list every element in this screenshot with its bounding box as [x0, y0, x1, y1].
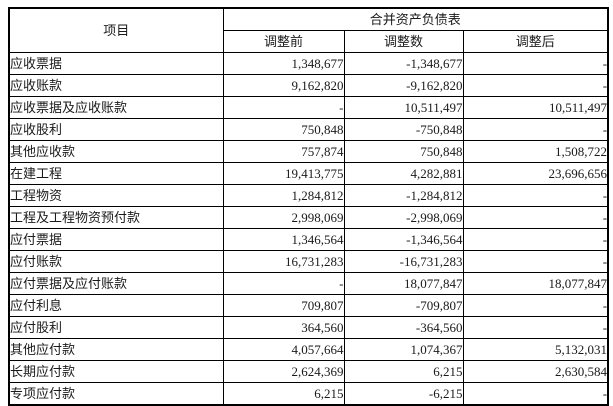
- after-cell: -: [462, 206, 609, 229]
- item-cell: 长期应付款: [8, 360, 224, 383]
- before-cell: 757,874: [222, 140, 345, 163]
- before-cell: 750,848: [222, 118, 345, 141]
- after-cell: -: [462, 74, 609, 97]
- item-cell: 工程物资: [8, 184, 224, 207]
- table-row: 在建工程 19,413,775 4,282,881 23,696,656: [8, 162, 609, 185]
- before-cell: 1,284,812: [222, 184, 345, 207]
- after-cell: 5,132,031: [462, 338, 609, 361]
- item-cell: 应付票据及应付账款: [8, 272, 224, 295]
- table-row: 应付账款 16,731,283 -16,731,283 -: [8, 250, 609, 273]
- after-cell: -: [462, 294, 609, 317]
- table-row: 其他应付款 4,057,664 1,074,367 5,132,031: [8, 338, 609, 361]
- item-cell: 其他应付款: [8, 338, 224, 361]
- table-row: 专项应付款 6,215 -6,215 -: [8, 382, 609, 406]
- before-cell: 2,998,069: [222, 206, 345, 229]
- after-cell: -: [462, 382, 609, 406]
- item-cell: 应收股利: [8, 118, 224, 141]
- table-row: 应收账款 9,162,820 -9,162,820 -: [8, 74, 609, 97]
- adjustment-cell: -2,998,069: [343, 206, 464, 229]
- before-cell: 364,560: [222, 316, 345, 339]
- item-cell: 应付票据: [8, 228, 224, 251]
- table-row: 其他应收款 757,874 750,848 1,508,722: [8, 140, 609, 163]
- adjustment-cell: -9,162,820: [343, 74, 464, 97]
- header-before-column: 调整前: [222, 30, 345, 53]
- adjustment-cell: 1,074,367: [343, 338, 464, 361]
- table-row: 应收票据 1,348,677 -1,348,677 -: [8, 52, 609, 75]
- adjustment-cell: 750,848: [343, 140, 464, 163]
- before-cell: 9,162,820: [222, 74, 345, 97]
- adjustment-cell: -6,215: [343, 382, 464, 406]
- table-body: 应收票据 1,348,677 -1,348,677 - 应收账款 9,162,8…: [8, 52, 609, 406]
- adjustment-cell: -364,560: [343, 316, 464, 339]
- after-cell: -: [462, 250, 609, 273]
- after-cell: 10,511,497: [462, 96, 609, 119]
- before-cell: -: [222, 96, 345, 119]
- adjustment-cell: 18,077,847: [343, 272, 464, 295]
- table-row: 应付股利 364,560 -364,560 -: [8, 316, 609, 339]
- before-cell: 6,215: [222, 382, 345, 406]
- before-cell: 1,348,677: [222, 52, 345, 75]
- before-cell: 4,057,664: [222, 338, 345, 361]
- adjustment-cell: 10,511,497: [343, 96, 464, 119]
- table-row: 应付票据 1,346,564 -1,346,564 -: [8, 228, 609, 251]
- header-adjustment-column: 调整数: [343, 30, 464, 53]
- table-row: 长期应付款 2,624,369 6,215 2,630,584: [8, 360, 609, 383]
- after-cell: -: [462, 316, 609, 339]
- item-cell: 应收票据及应收账款: [8, 96, 224, 119]
- after-cell: 23,696,656: [462, 162, 609, 185]
- table-row: 应收票据及应收账款 - 10,511,497 10,511,497: [8, 96, 609, 119]
- adjustment-cell: -750,848: [343, 118, 464, 141]
- adjustment-cell: -1,284,812: [343, 184, 464, 207]
- after-cell: -: [462, 228, 609, 251]
- header-group-column: 合并资产负债表: [222, 7, 609, 31]
- item-cell: 应收票据: [8, 52, 224, 75]
- item-cell: 其他应收款: [8, 140, 224, 163]
- after-cell: -: [462, 52, 609, 75]
- item-cell: 应付账款: [8, 250, 224, 273]
- adjustment-cell: -1,348,677: [343, 52, 464, 75]
- before-cell: 709,807: [222, 294, 345, 317]
- before-cell: 2,624,369: [222, 360, 345, 383]
- before-cell: 19,413,775: [222, 162, 345, 185]
- item-cell: 专项应付款: [8, 382, 224, 406]
- item-cell: 在建工程: [8, 162, 224, 185]
- before-cell: -: [222, 272, 345, 295]
- header-after-column: 调整后: [462, 30, 609, 53]
- table-header: 项目 合并资产负债表 调整前 调整数 调整后: [8, 7, 609, 53]
- header-item-column: 项目: [8, 7, 224, 53]
- table-row: 工程物资 1,284,812 -1,284,812 -: [8, 184, 609, 207]
- after-cell: 2,630,584: [462, 360, 609, 383]
- table-row: 应付票据及应付账款 - 18,077,847 18,077,847: [8, 272, 609, 295]
- before-cell: 1,346,564: [222, 228, 345, 251]
- item-cell: 应付利息: [8, 294, 224, 317]
- after-cell: 18,077,847: [462, 272, 609, 295]
- adjustment-cell: 4,282,881: [343, 162, 464, 185]
- adjustment-cell: -709,807: [343, 294, 464, 317]
- balance-sheet-adjustment-table: 项目 合并资产负债表 调整前 调整数 调整后 应收票据 1,348,677 -1…: [8, 7, 610, 406]
- adjustment-cell: -16,731,283: [343, 250, 464, 273]
- item-cell: 应付股利: [8, 316, 224, 339]
- table-row: 应收股利 750,848 -750,848 -: [8, 118, 609, 141]
- item-cell: 工程及工程物资预付款: [8, 206, 224, 229]
- header-row-group: 项目 合并资产负债表: [8, 7, 609, 53]
- adjustment-cell: -1,346,564: [343, 228, 464, 251]
- table-row: 应付利息 709,807 -709,807 -: [8, 294, 609, 317]
- after-cell: 1,508,722: [462, 140, 609, 163]
- item-cell: 应收账款: [8, 74, 224, 97]
- after-cell: -: [462, 118, 609, 141]
- table-row: 工程及工程物资预付款 2,998,069 -2,998,069 -: [8, 206, 609, 229]
- before-cell: 16,731,283: [222, 250, 345, 273]
- adjustment-cell: 6,215: [343, 360, 464, 383]
- after-cell: -: [462, 184, 609, 207]
